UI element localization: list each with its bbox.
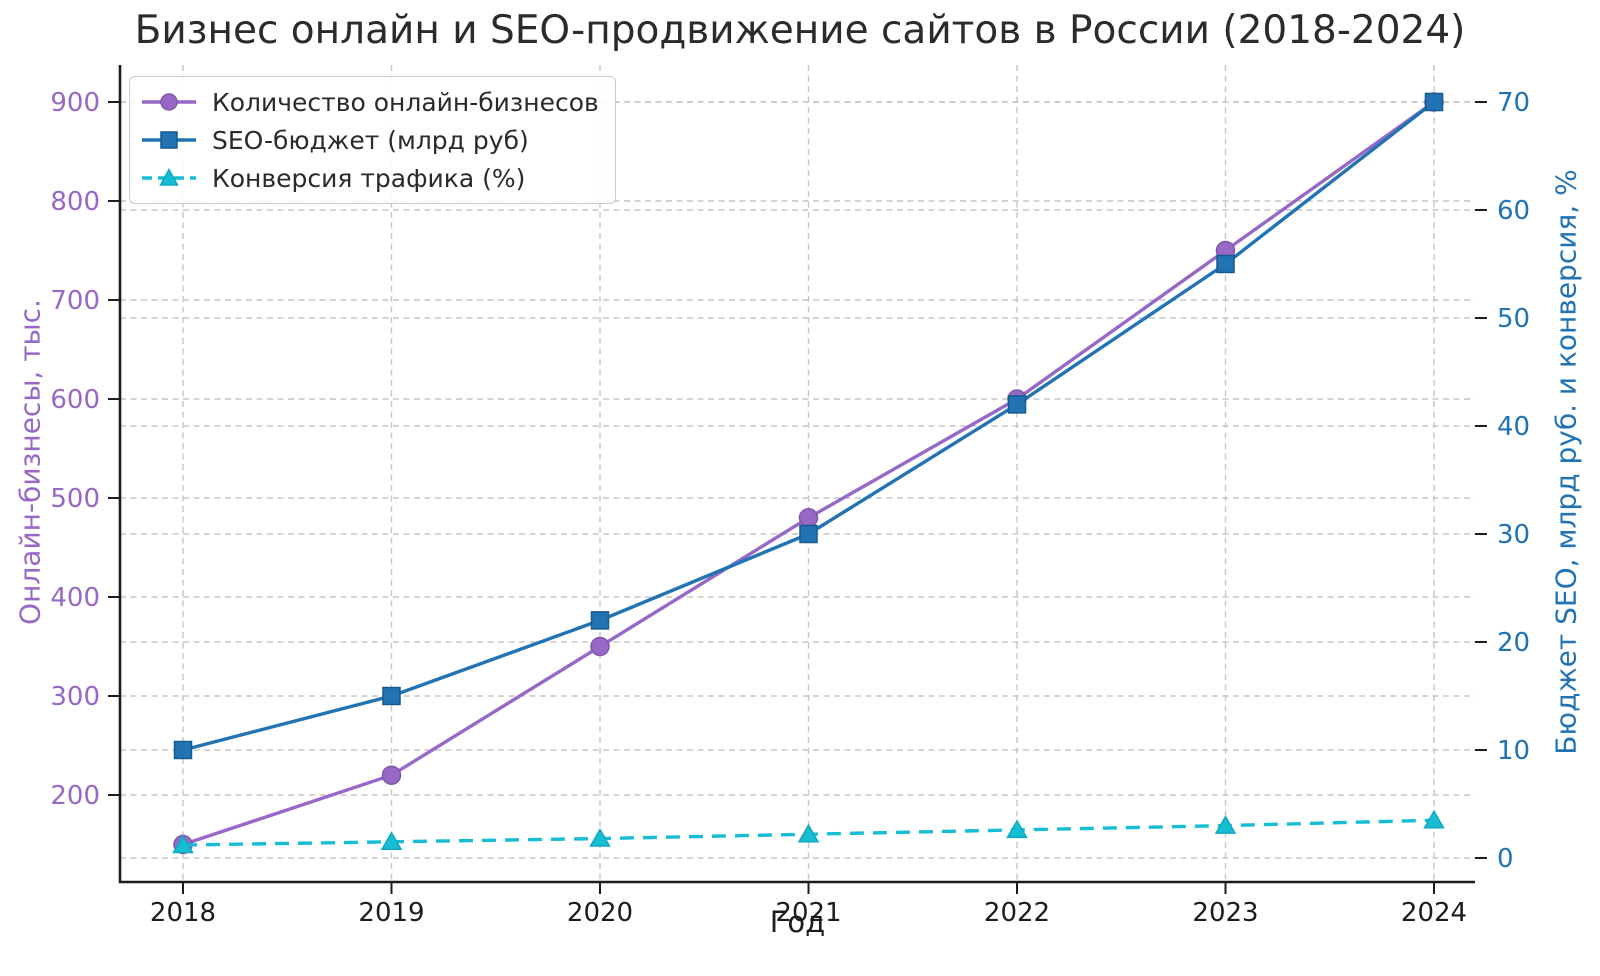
legend-item-online-businesses: Количество онлайн-бизнесов [140,85,599,119]
right-tick-label: 10 [1497,736,1530,766]
left-tick-label: 500 [50,484,100,514]
marker-triangle [1006,819,1028,839]
marker-triangle [1214,815,1237,834]
marker-triangle [1423,809,1445,829]
right-tick-label: 20 [1497,628,1530,658]
right-tick-label: 60 [1497,196,1530,226]
line-square-marker-icon [142,131,196,149]
marker-square [1007,395,1027,414]
x-tick-label: 2020 [567,898,633,928]
left-tick-label: 600 [50,385,100,415]
marker-triangle [589,828,611,847]
legend-item-seo-budget: SEO-бюджет (млрд руб) [140,123,599,157]
left-axis-label: Онлайн-бизнесы, тыс. [13,299,47,625]
right-tick-label: 0 [1497,844,1514,874]
marker-square [1216,254,1235,274]
left-tick-label: 300 [50,682,100,712]
legend-label: Количество онлайн-бизнесов [212,87,599,117]
dashed-line-triangle-marker-icon [142,167,196,186]
x-tick-label: 2022 [984,898,1050,928]
marker-triangle [797,823,820,843]
chart-title: Бизнес онлайн и SEO-продвижение сайтов в… [134,8,1466,53]
legend: Количество онлайн-бизнесов SEO-бюджет (м… [129,76,616,204]
x-tick-label: 2019 [358,898,424,928]
marker-circle [590,636,610,657]
marker-circle [798,508,819,528]
x-axis-label: Год [769,905,826,939]
x-tick-label: 2023 [1192,898,1258,928]
right-tick-label: 30 [1497,520,1530,550]
marker-square [382,686,401,706]
x-tick-label: 2018 [150,898,216,928]
marker-circle [381,765,402,785]
left-tick-label: 200 [50,781,100,811]
right-axis-label: Бюджет SEO, млрд руб. и конверсия, % [1549,169,1583,755]
right-tick-label: 50 [1497,304,1530,334]
left-tick-label: 400 [50,583,100,613]
legend-label: Конверсия трафика (%) [212,163,526,193]
left-tick-label: 700 [50,286,100,316]
left-tick-label: 800 [50,187,100,217]
x-tick-label: 2024 [1401,898,1467,928]
line-circle-marker-icon [142,93,196,111]
marker-square [173,740,193,760]
marker-square [590,611,610,630]
x-tick-label: 2021 [775,898,841,928]
marker-triangle [172,834,194,854]
marker-triangle [380,831,403,851]
legend-item-traffic-conversion: Конверсия трафика (%) [140,161,599,195]
marker-square [799,524,818,544]
legend-label: SEO-бюджет (млрд руб) [212,125,529,155]
marker-square [1424,92,1444,112]
right-tick-label: 70 [1497,88,1530,118]
right-tick-label: 40 [1497,412,1530,442]
left-tick-label: 900 [50,88,100,118]
